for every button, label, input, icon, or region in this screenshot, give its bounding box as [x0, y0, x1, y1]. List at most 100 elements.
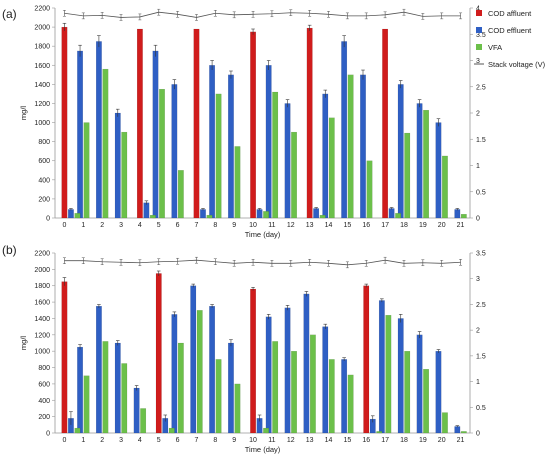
y2-tick-label: 2	[476, 111, 480, 118]
bar-vfa	[319, 214, 326, 219]
y2-tick-label: 4	[476, 6, 480, 13]
bar-cod-effluent	[435, 122, 442, 219]
bar-vfa	[215, 93, 222, 219]
legend-label: Stack voltage (V)	[488, 60, 546, 69]
legend-swatch	[476, 44, 482, 50]
x-tick-label: 3	[119, 437, 123, 444]
legend-label: COD affluent	[488, 9, 532, 18]
bar-vfa	[423, 369, 429, 434]
bar-vfa	[215, 359, 222, 434]
x-tick-label: 0	[62, 222, 66, 229]
legend-label: COD effluent	[488, 26, 532, 35]
x-tick-label: 19	[419, 222, 427, 229]
y2-tick-label: 1	[476, 163, 480, 170]
x-tick-label: 15	[343, 222, 351, 229]
x-tick-label: 1	[81, 437, 85, 444]
x-tick-label: 17	[381, 437, 389, 444]
x-tick-label: 6	[176, 437, 180, 444]
y-axis-label: mg/l	[19, 106, 28, 121]
y2-tick-label: 0	[476, 216, 480, 223]
bar-cod-effluent	[200, 209, 206, 219]
bar-cod-effluent	[416, 103, 423, 219]
x-tick-label: 3	[119, 222, 123, 229]
x-tick-label: 21	[457, 437, 465, 444]
bar-cod-effluent	[265, 65, 272, 219]
y-tick-label: 400	[38, 398, 50, 405]
x-tick-label: 14	[325, 437, 333, 444]
bar-cod-effluent	[435, 351, 442, 434]
x-tick-label: 9	[232, 222, 236, 229]
x-tick-label: 8	[213, 437, 217, 444]
legend-swatch	[476, 10, 482, 16]
bar-cod-effluent	[171, 314, 178, 434]
bar-cod-effluent	[152, 50, 159, 219]
bar-vfa	[140, 408, 147, 434]
bar-cod-effluent	[322, 326, 329, 434]
y-tick-label: 400	[38, 177, 50, 184]
bar-vfa	[234, 146, 241, 219]
stack-voltage-line	[64, 259, 461, 266]
y2-tick-label: 3.5	[476, 32, 486, 39]
bar-cod-affluent	[136, 28, 143, 219]
y-tick-label: 1800	[34, 283, 50, 290]
bar-vfa	[347, 374, 354, 434]
bar-vfa	[102, 341, 109, 434]
x-tick-label: 13	[306, 222, 314, 229]
bar-vfa	[263, 211, 269, 219]
bar-cod-effluent	[284, 103, 291, 219]
bar-vfa	[310, 334, 316, 434]
y-tick-label: 1200	[34, 332, 50, 339]
x-tick-label: 2	[100, 437, 104, 444]
x-tick-label: 18	[400, 437, 408, 444]
y-tick-label: 1600	[34, 63, 50, 70]
bar-vfa	[83, 375, 90, 434]
bar-cod-effluent	[397, 84, 404, 219]
bar-cod-effluent	[341, 359, 348, 434]
x-tick-label: 16	[362, 437, 370, 444]
bar-cod-effluent	[416, 334, 423, 434]
bar-vfa	[347, 74, 354, 219]
bar-cod-effluent	[68, 209, 74, 219]
bar-cod-effluent	[77, 346, 83, 434]
bar-vfa	[83, 122, 90, 219]
x-axis-label: Time (day)	[245, 230, 281, 239]
bar-cod-effluent	[209, 65, 215, 219]
bar-cod-effluent	[114, 342, 121, 434]
y2-tick-label: 0.5	[476, 189, 486, 196]
bar-vfa	[460, 214, 467, 219]
bar-cod-effluent	[454, 209, 461, 219]
y-tick-label: 2200	[34, 251, 50, 258]
x-axis-label: Time (day)	[245, 445, 281, 454]
bar-cod-effluent	[397, 318, 404, 434]
y2-tick-label: 0	[476, 431, 480, 438]
y-tick-label: 1600	[34, 300, 50, 307]
bar-vfa	[291, 351, 297, 434]
bar-vfa	[404, 132, 411, 219]
bar-cod-effluent	[228, 74, 234, 219]
legend-label: VFA	[488, 43, 502, 52]
y-tick-label: 2000	[34, 267, 50, 274]
x-tick-label: 20	[438, 222, 446, 229]
y-tick-label: 1400	[34, 316, 50, 323]
bar-vfa	[263, 427, 269, 434]
x-tick-label: 5	[157, 222, 161, 229]
y2-tick-label: 2	[476, 328, 480, 335]
bar-cod-effluent	[388, 208, 395, 219]
bar-vfa	[460, 431, 467, 434]
bar-cod-effluent	[265, 316, 272, 434]
bar-vfa	[177, 342, 184, 434]
bar-cod-affluent	[363, 285, 370, 434]
bar-vfa	[395, 213, 402, 219]
bar-vfa	[442, 412, 448, 434]
y2-tick-label: 1.5	[476, 137, 486, 144]
bar-cod-effluent	[171, 84, 178, 219]
x-tick-label: 7	[195, 437, 199, 444]
bar-cod-effluent	[143, 202, 150, 219]
bar-vfa	[102, 68, 109, 219]
x-tick-label: 10	[249, 437, 257, 444]
y-axis-label: mg/l	[19, 336, 28, 351]
x-tick-label: 16	[362, 222, 370, 229]
bar-vfa	[404, 351, 411, 434]
chart-panel-b: (b)0200400600800100012001400160018002000…	[2, 243, 486, 454]
